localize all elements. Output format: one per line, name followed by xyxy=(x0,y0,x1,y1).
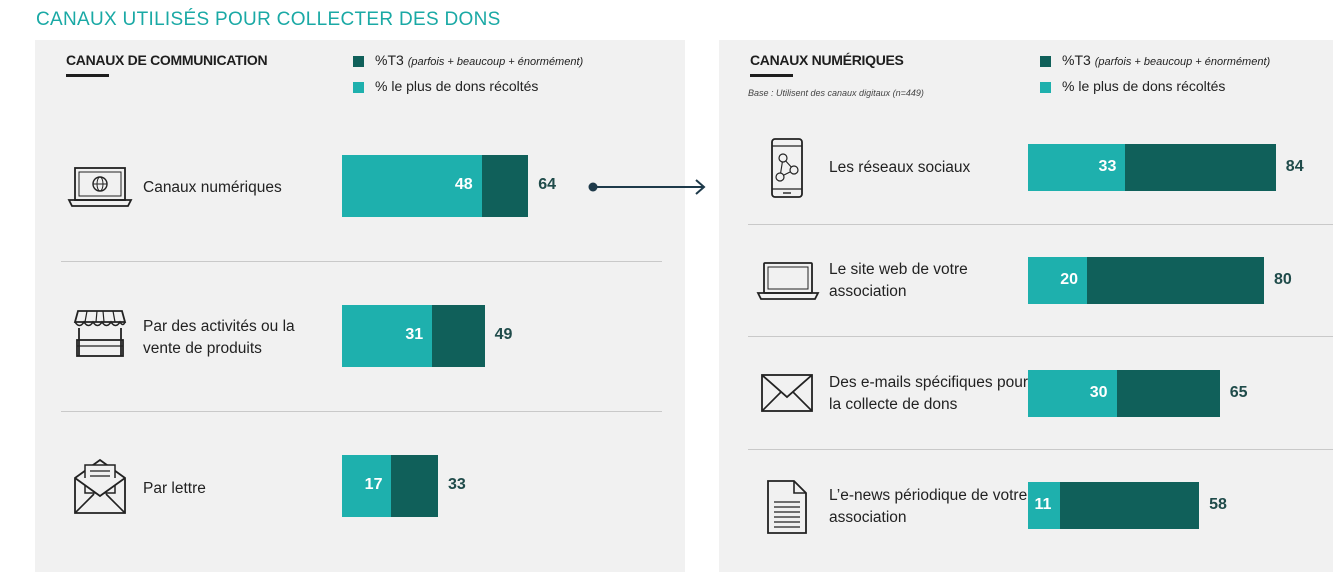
panel-title-communication: CANAUX DE COMMUNICATION xyxy=(66,52,268,68)
legend-swatch-most xyxy=(1040,82,1051,93)
row-separator xyxy=(748,449,1333,450)
laptop-icon xyxy=(756,262,820,300)
bar-most xyxy=(342,455,392,517)
legend-swatch-t3 xyxy=(353,56,364,67)
bar-label-t3: 64 xyxy=(538,176,557,193)
bar-label-most: 33 xyxy=(1098,157,1117,175)
legend-label-t3: %T3 xyxy=(1062,52,1091,68)
arrow-connector-icon xyxy=(588,179,706,195)
category-label-social: Les réseaux sociaux xyxy=(829,159,971,176)
smartphone-network-icon xyxy=(771,138,803,198)
title-underline xyxy=(750,74,793,77)
bar-label-t3: 84 xyxy=(1285,157,1304,175)
bar-label-t3: 80 xyxy=(1274,270,1292,288)
legend-swatch-most xyxy=(353,82,364,93)
bar-label-most: 17 xyxy=(364,476,383,493)
row-separator xyxy=(61,411,662,412)
legend-label-most: % le plus de dons récoltés xyxy=(1062,78,1226,94)
bar-label-t3: 49 xyxy=(494,326,513,343)
legend-note-t3: (parfois + beaucoup + énormément) xyxy=(407,56,584,68)
bar-most xyxy=(1028,370,1117,417)
category-label-activities: Par des activités ou la vente de produit… xyxy=(143,318,295,357)
legend-note-t3: (parfois + beaucoup + énormément) xyxy=(1094,56,1271,68)
bar-most xyxy=(342,155,482,217)
row-separator xyxy=(748,224,1333,225)
envelope-letter-icon xyxy=(74,458,126,514)
bar-most xyxy=(342,305,433,367)
bar-label-t3: 65 xyxy=(1229,383,1248,401)
page-title: CANAUX UTILISÉS POUR COLLECTER DES DONS xyxy=(36,9,501,30)
category-label-letter: Par lettre xyxy=(143,480,206,497)
bar-label-most: 30 xyxy=(1089,383,1108,401)
base-note: Base : Utilisent des canaux digitaux (n=… xyxy=(748,88,924,98)
category-label-enews: L’e-news périodique de votre association xyxy=(829,487,1028,526)
legend-label-t3: %T3 xyxy=(375,52,404,68)
panel-digital-channels: CANAUX NUMÉRIQUES Base : Utilisent des c… xyxy=(719,40,1333,572)
bar-label-t3: 33 xyxy=(448,476,466,493)
category-label-website: Le site web de votre association xyxy=(829,261,968,300)
category-label-digital: Canaux numériques xyxy=(143,179,282,196)
bar-label-t3: 58 xyxy=(1209,495,1227,513)
panel-title-digital: CANAUX NUMÉRIQUES xyxy=(750,52,904,68)
row-separator xyxy=(61,261,662,262)
document-icon xyxy=(767,480,807,534)
legend-label-most: % le plus de dons récoltés xyxy=(375,78,539,94)
legend-swatch-t3 xyxy=(1040,56,1051,67)
panel-communication-channels: CANAUX DE COMMUNICATION %T3 (parfois + b… xyxy=(35,40,685,572)
category-label-emails: Des e-mails spécifiques pour la collecte… xyxy=(829,374,1029,413)
market-stall-icon xyxy=(73,310,127,357)
laptop-globe-icon xyxy=(67,167,133,207)
envelope-icon xyxy=(761,374,813,412)
bar-most xyxy=(1028,144,1126,191)
bar-label-most: 20 xyxy=(1060,270,1078,288)
bar-most xyxy=(1028,482,1061,529)
bar-label-most: 31 xyxy=(405,326,424,343)
bar-label-most: 48 xyxy=(454,176,473,193)
title-underline xyxy=(66,74,109,77)
bar-most xyxy=(1028,257,1087,304)
bar-label-most: 11 xyxy=(1034,495,1052,513)
row-separator xyxy=(748,336,1333,337)
